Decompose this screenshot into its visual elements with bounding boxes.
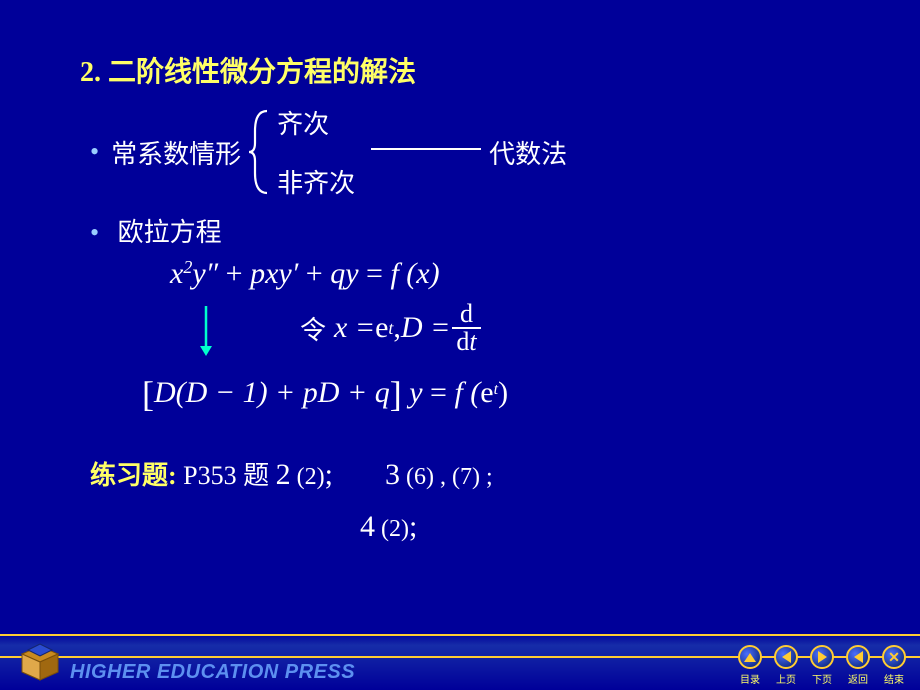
section-heading: 2. 二阶线性微分方程的解法	[80, 50, 860, 90]
equation-euler-ode: x2y″ + pxy′ + qy = f (x)	[170, 257, 860, 291]
nav-toc-button[interactable]: 目录	[738, 645, 762, 686]
option-nonhomogeneous: 非齐次	[277, 163, 355, 200]
triangle-right-icon	[818, 651, 827, 663]
x-close-icon: ✕	[888, 649, 900, 666]
equation-operator-form: [D(D − 1) + pD + q] y = f (et)	[142, 373, 860, 415]
practice-ref: P353 题	[183, 461, 275, 490]
nav-next-button[interactable]: 下页	[810, 645, 834, 686]
nav-end-button[interactable]: ✕ 结束	[882, 645, 906, 686]
bullet-constant-coeff: • 常系数情形 齐次 非齐次 代数法	[90, 104, 860, 200]
slide-content: 2. 二阶线性微分方程的解法 • 常系数情形 齐次 非齐次 代数法 • 欧拉方程…	[0, 0, 920, 544]
nav-button-group: 目录 上页 下页 返回 ✕ 结束	[738, 645, 906, 686]
practice-problems: 练习题: P353 题 2 (2); 3 (6) , (7) ;	[90, 455, 860, 492]
left-brace-icon	[247, 107, 273, 197]
option-homogeneous: 齐次	[277, 104, 355, 141]
bullet-dot-icon: •	[90, 137, 99, 167]
bullet-dot-icon: •	[90, 218, 99, 247]
connector-line-icon	[371, 148, 481, 150]
practice-label: 练习题:	[90, 461, 177, 490]
down-arrow-icon	[198, 304, 214, 361]
footer-bar: HIGHER EDUCATION PRESS 目录 上页 下页 返回 ✕ 结束	[0, 634, 920, 690]
let-label: 令	[300, 310, 326, 347]
practice-line2: 4 (2);	[360, 510, 860, 544]
method-label: 代数法	[489, 134, 567, 171]
nav-back-button[interactable]: 返回	[846, 645, 870, 686]
press-name: HIGHER EDUCATION PRESS	[70, 661, 355, 684]
triangle-left-icon	[782, 651, 791, 663]
nav-prev-button[interactable]: 上页	[774, 645, 798, 686]
bullet2-label: 欧拉方程	[118, 218, 222, 247]
substitution-row: 令 x = et , D = d dt	[300, 301, 860, 355]
bullet-euler: • 欧拉方程	[90, 212, 860, 249]
brace-block: 齐次 非齐次	[247, 104, 355, 200]
triangle-left-icon	[854, 651, 863, 663]
publisher-logo: HIGHER EDUCATION PRESS	[18, 640, 355, 684]
fraction-d-dt: d dt	[452, 301, 480, 355]
triangle-up-icon	[744, 653, 756, 662]
book-box-icon	[18, 640, 62, 684]
bullet1-label: 常系数情形	[111, 134, 241, 171]
